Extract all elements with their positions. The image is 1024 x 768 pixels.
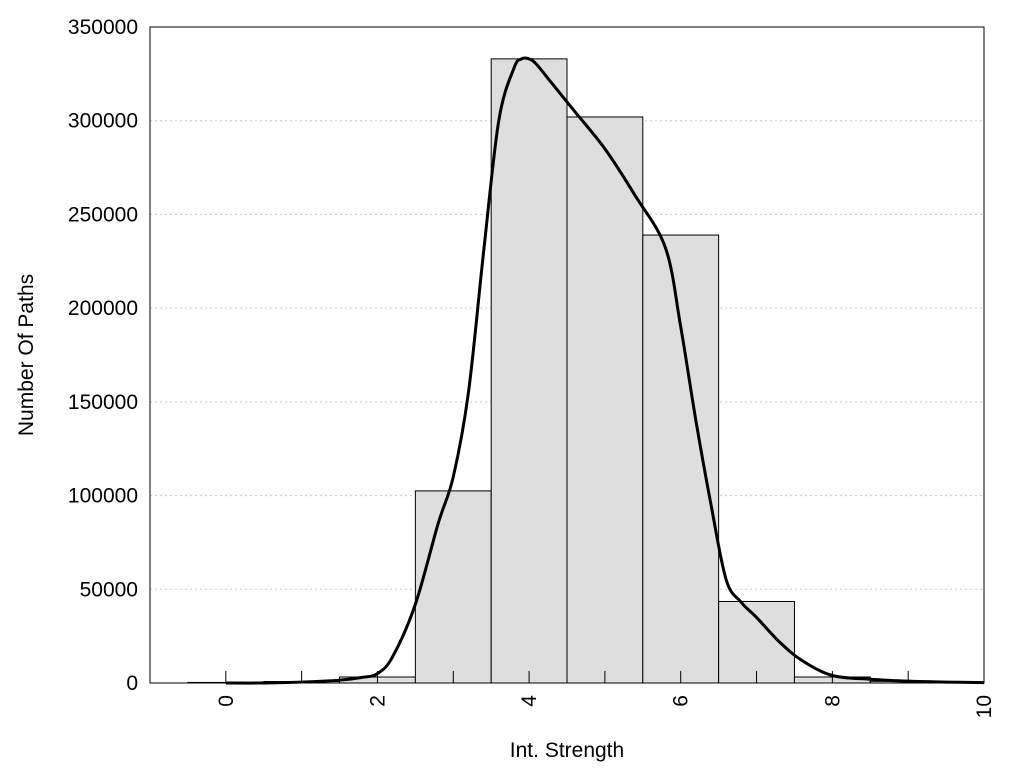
y-tick-label: 300000	[68, 110, 138, 133]
y-tick-label: 0	[126, 672, 138, 695]
x-tick-label: 10	[973, 695, 996, 718]
plot-frame	[149, 26, 985, 684]
x-tick-label: 2	[366, 695, 389, 707]
x-tick-label: 6	[670, 695, 693, 707]
x-tick-label: 8	[821, 695, 844, 707]
y-axis-title: Number Of Paths	[15, 274, 38, 436]
density-fit-line	[225, 56, 985, 685]
x-axis-title: Int. Strength	[510, 739, 624, 762]
curve-layer	[225, 56, 985, 685]
y-tick-label: 250000	[68, 203, 138, 226]
histogram-bar	[642, 234, 720, 684]
y-tick-label: 100000	[68, 485, 138, 508]
histogram-bar	[566, 116, 644, 684]
histogram-bar	[718, 600, 795, 684]
x-tick-label: 4	[518, 695, 541, 707]
x-tick-label: 0	[215, 695, 238, 707]
histogram-bar	[490, 58, 568, 684]
bars-layer	[187, 58, 947, 684]
y-tick-label: 350000	[68, 16, 138, 39]
histogram-bar	[414, 490, 492, 684]
y-tick-label: 150000	[68, 391, 138, 414]
y-tick-label: 200000	[68, 297, 138, 320]
ticks-layer: 0 50000 100000 150000 200000 250000 300000 3500…	[68, 16, 996, 718]
y-tick-label: 50000	[80, 578, 138, 601]
